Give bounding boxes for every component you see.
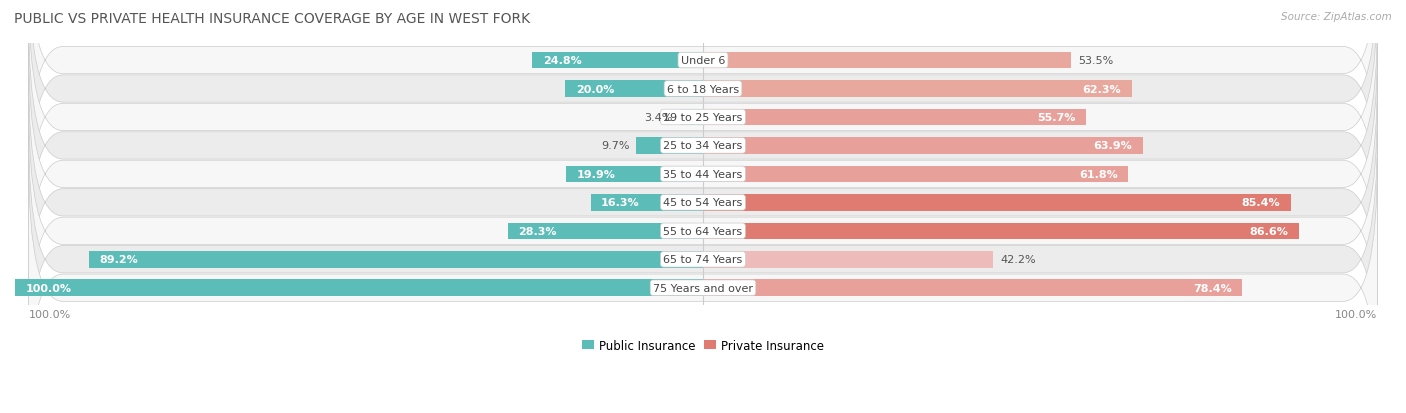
Bar bbox=[703, 109, 1087, 126]
Bar bbox=[703, 81, 1132, 97]
Bar bbox=[533, 53, 703, 69]
Bar bbox=[703, 195, 1291, 211]
FancyBboxPatch shape bbox=[28, 46, 1378, 303]
Text: 75 Years and over: 75 Years and over bbox=[652, 283, 754, 293]
Bar bbox=[565, 81, 703, 97]
Text: 42.2%: 42.2% bbox=[1000, 255, 1036, 265]
Bar bbox=[703, 166, 1128, 183]
Text: 86.6%: 86.6% bbox=[1250, 226, 1288, 236]
Text: 20.0%: 20.0% bbox=[575, 84, 614, 94]
FancyBboxPatch shape bbox=[28, 103, 1378, 360]
Text: 85.4%: 85.4% bbox=[1241, 198, 1281, 208]
Bar bbox=[591, 195, 703, 211]
Text: 100.0%: 100.0% bbox=[1334, 309, 1378, 319]
Text: 6 to 18 Years: 6 to 18 Years bbox=[666, 84, 740, 94]
Bar bbox=[703, 53, 1071, 69]
Text: 19.9%: 19.9% bbox=[576, 169, 616, 180]
FancyBboxPatch shape bbox=[28, 0, 1378, 189]
FancyBboxPatch shape bbox=[28, 74, 1378, 331]
Bar bbox=[703, 223, 1299, 240]
Bar bbox=[509, 223, 703, 240]
Text: 89.2%: 89.2% bbox=[100, 255, 138, 265]
Text: 65 to 74 Years: 65 to 74 Years bbox=[664, 255, 742, 265]
Bar bbox=[90, 252, 703, 268]
FancyBboxPatch shape bbox=[28, 18, 1378, 274]
Text: Under 6: Under 6 bbox=[681, 56, 725, 66]
Text: 35 to 44 Years: 35 to 44 Years bbox=[664, 169, 742, 180]
Text: 16.3%: 16.3% bbox=[602, 198, 640, 208]
Text: 55.7%: 55.7% bbox=[1038, 113, 1076, 123]
Text: 100.0%: 100.0% bbox=[28, 309, 72, 319]
Text: 100.0%: 100.0% bbox=[25, 283, 72, 293]
Bar bbox=[637, 138, 703, 154]
Text: 28.3%: 28.3% bbox=[519, 226, 557, 236]
FancyBboxPatch shape bbox=[28, 160, 1378, 413]
Bar bbox=[679, 109, 703, 126]
Text: 61.8%: 61.8% bbox=[1080, 169, 1118, 180]
Text: 9.7%: 9.7% bbox=[600, 141, 630, 151]
Text: 63.9%: 63.9% bbox=[1094, 141, 1132, 151]
FancyBboxPatch shape bbox=[28, 0, 1378, 246]
Text: 3.4%: 3.4% bbox=[644, 113, 672, 123]
Text: 45 to 54 Years: 45 to 54 Years bbox=[664, 198, 742, 208]
FancyBboxPatch shape bbox=[28, 0, 1378, 218]
Bar bbox=[567, 166, 703, 183]
Text: 62.3%: 62.3% bbox=[1083, 84, 1122, 94]
Text: Source: ZipAtlas.com: Source: ZipAtlas.com bbox=[1281, 12, 1392, 22]
Bar bbox=[703, 138, 1143, 154]
Text: 19 to 25 Years: 19 to 25 Years bbox=[664, 113, 742, 123]
Text: 53.5%: 53.5% bbox=[1078, 56, 1114, 66]
Bar bbox=[703, 252, 993, 268]
Text: 78.4%: 78.4% bbox=[1194, 283, 1232, 293]
Bar bbox=[15, 280, 703, 296]
Bar bbox=[703, 280, 1243, 296]
Text: 24.8%: 24.8% bbox=[543, 56, 582, 66]
Text: 55 to 64 Years: 55 to 64 Years bbox=[664, 226, 742, 236]
FancyBboxPatch shape bbox=[28, 131, 1378, 388]
Text: 25 to 34 Years: 25 to 34 Years bbox=[664, 141, 742, 151]
Text: PUBLIC VS PRIVATE HEALTH INSURANCE COVERAGE BY AGE IN WEST FORK: PUBLIC VS PRIVATE HEALTH INSURANCE COVER… bbox=[14, 12, 530, 26]
Legend: Public Insurance, Private Insurance: Public Insurance, Private Insurance bbox=[578, 334, 828, 356]
